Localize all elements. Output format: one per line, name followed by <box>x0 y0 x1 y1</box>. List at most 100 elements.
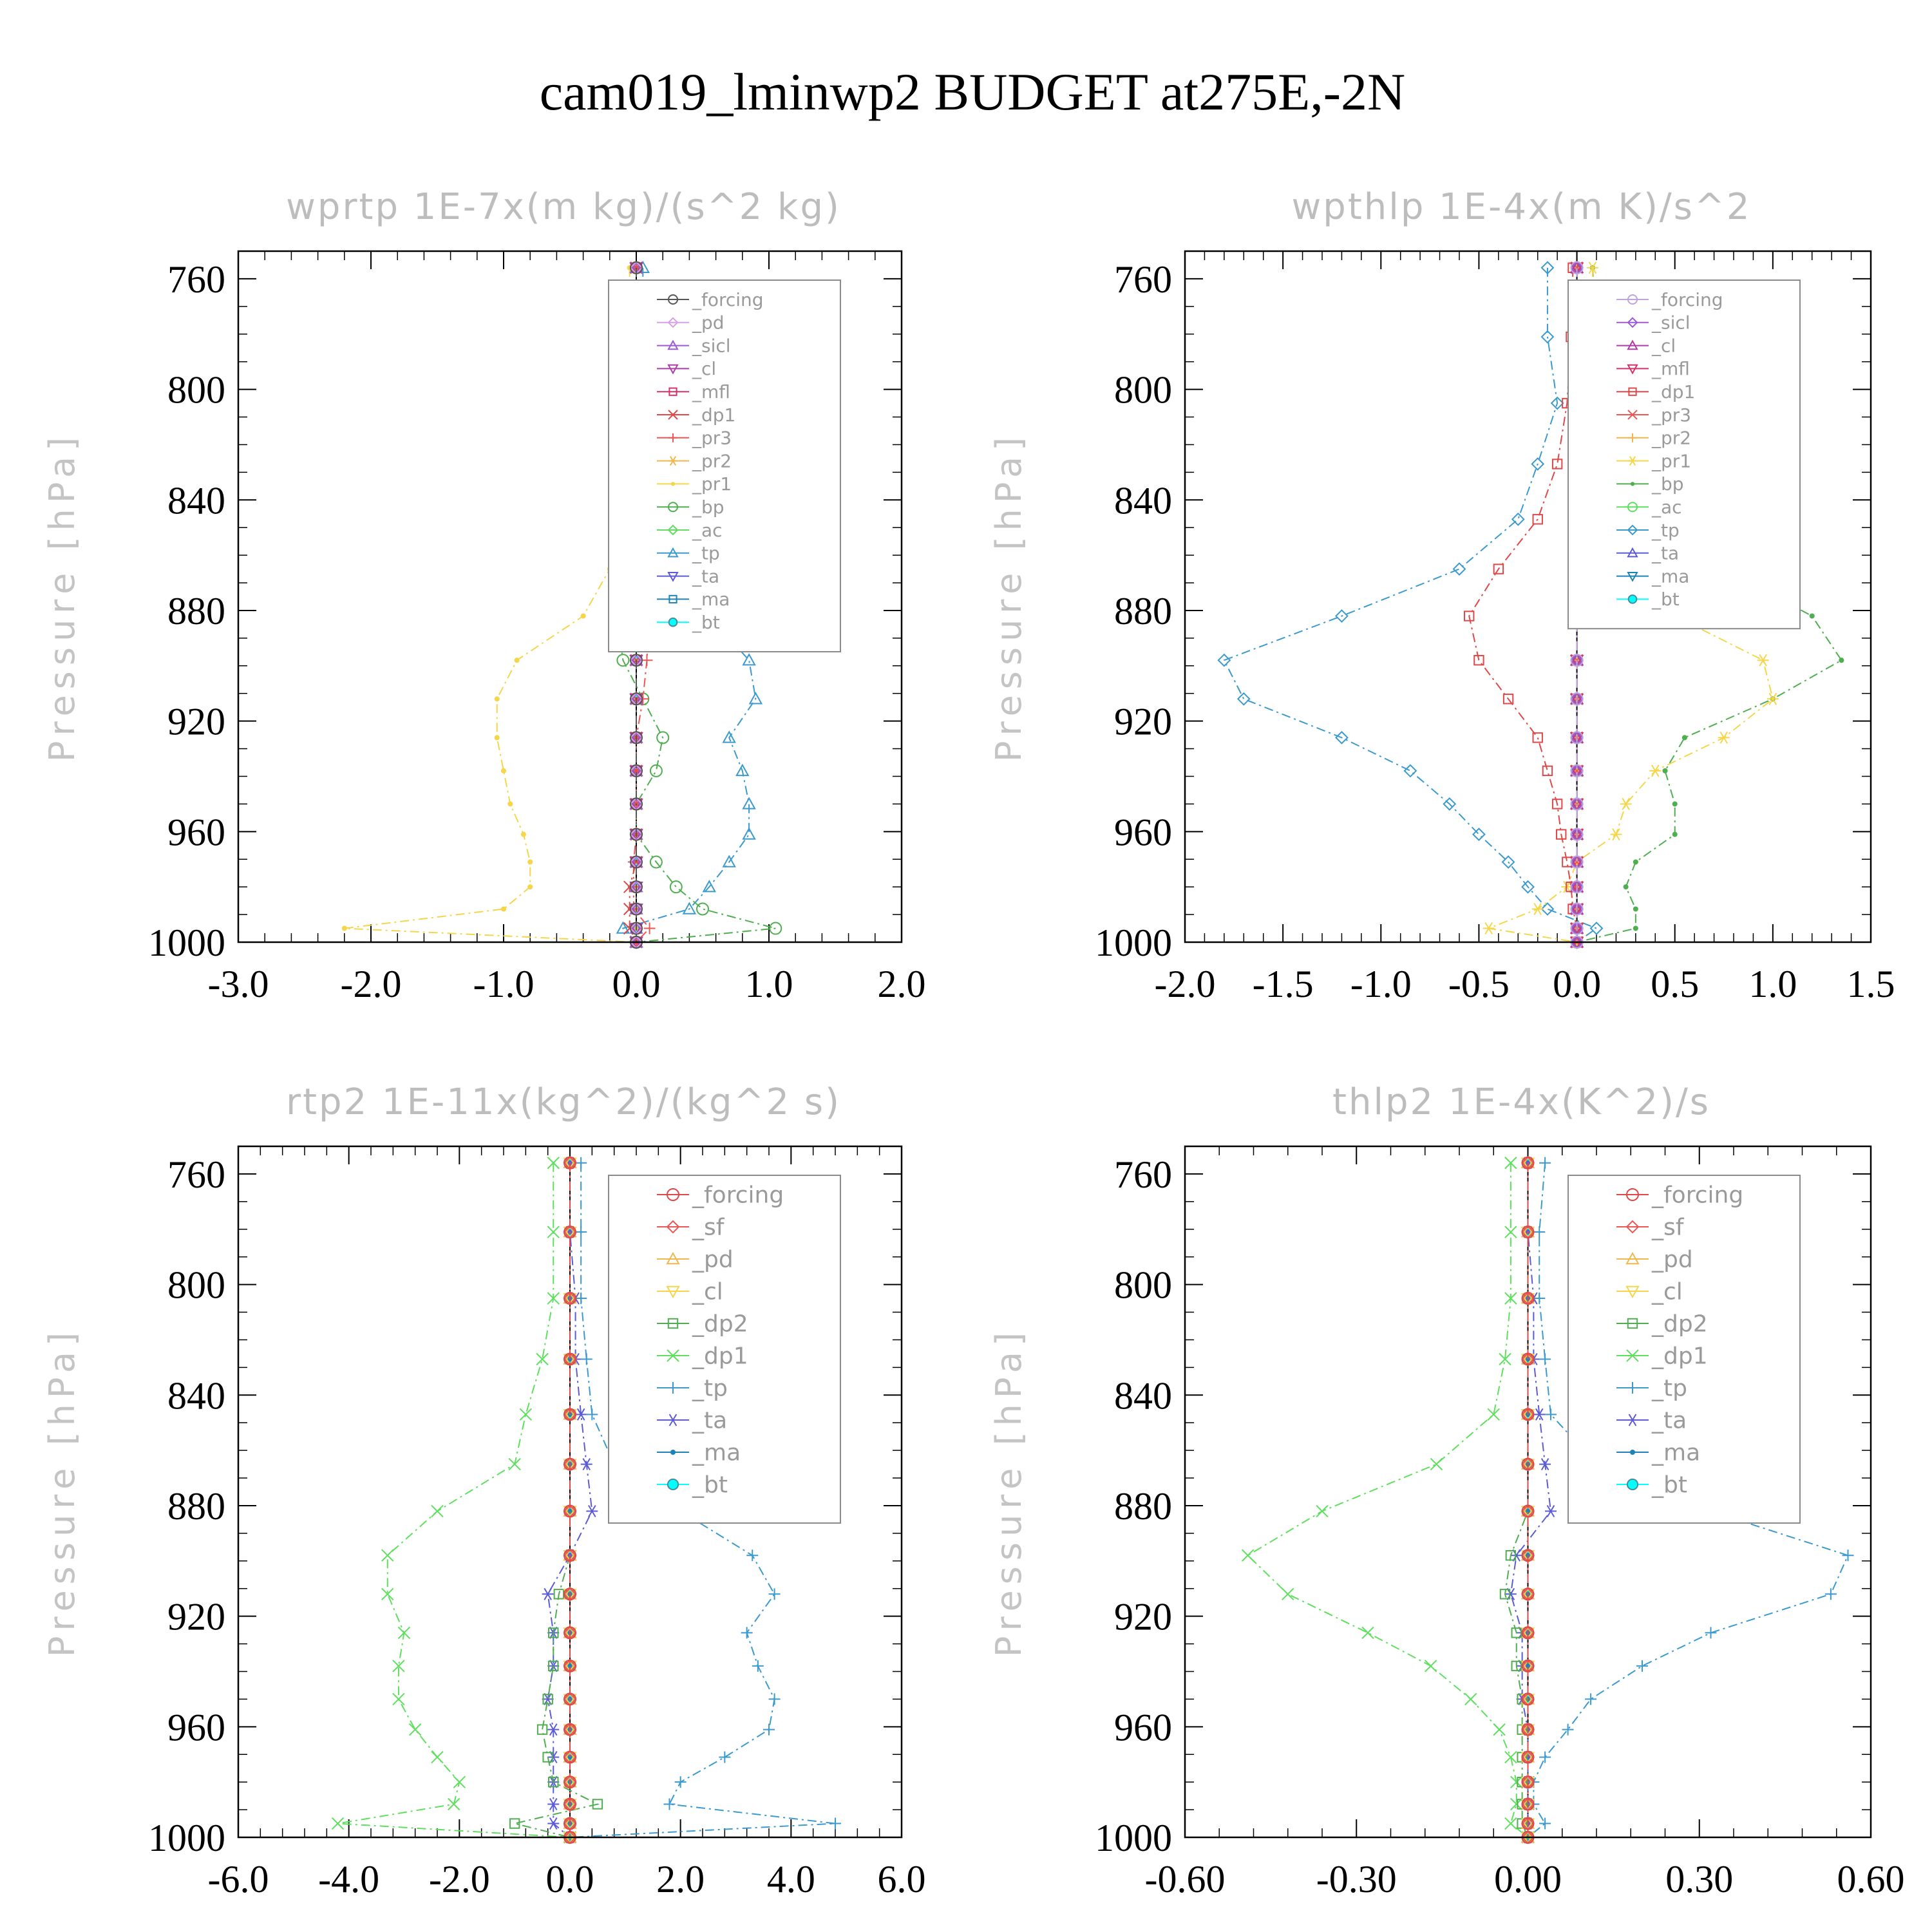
data-point <box>1511 1660 1522 1672</box>
y-tick-label: 960 <box>167 811 225 853</box>
data-point <box>1521 1817 1535 1830</box>
data-point <box>1335 609 1349 623</box>
y-tick-label: 840 <box>167 1374 225 1417</box>
data-point <box>1504 1817 1517 1830</box>
x-tick-label: 1.5 <box>1847 963 1895 1005</box>
data-point <box>408 1723 422 1736</box>
data-point <box>563 1504 577 1517</box>
data-point <box>649 855 663 869</box>
data-point <box>1504 1226 1517 1238</box>
legend-label: _pd <box>692 312 724 334</box>
data-point <box>1539 1458 1551 1471</box>
data-point <box>1610 828 1622 841</box>
legend-label: _dp1 <box>692 404 735 426</box>
data-point <box>397 1626 411 1640</box>
data-point <box>1545 1408 1557 1421</box>
series-dp1 <box>331 1157 576 1844</box>
data-point <box>1540 902 1555 916</box>
data-point <box>1636 1660 1648 1672</box>
data-point <box>1809 613 1815 619</box>
legend-entry: _pr1 <box>657 473 732 495</box>
y-tick-label: 800 <box>1114 369 1172 412</box>
data-point <box>1649 764 1662 777</box>
panel-3: rtp2 1E-11x(kg^2)/(kg^2 s) Pressure [hPa]… <box>42 1081 926 1900</box>
data-point <box>1501 855 1515 869</box>
data-point <box>1533 1226 1546 1238</box>
data-point <box>1757 654 1769 667</box>
data-point <box>1570 902 1584 916</box>
data-point <box>746 1549 759 1562</box>
data-point <box>1452 562 1466 576</box>
legend-label: _ta <box>1651 543 1679 564</box>
legend-label: _mfl <box>1651 358 1690 379</box>
data-point <box>1533 1293 1546 1305</box>
data-point <box>1570 764 1584 777</box>
data-point <box>1672 831 1678 837</box>
legend-label: _dp1 <box>692 1343 748 1370</box>
data-point <box>509 1818 520 1829</box>
data-point <box>575 1408 587 1421</box>
data-point <box>1839 658 1844 663</box>
data-point <box>563 1797 577 1810</box>
x-tick-label: 0.0 <box>612 963 661 1005</box>
data-point <box>1551 459 1563 469</box>
data-point <box>564 1797 576 1811</box>
data-point <box>629 827 643 840</box>
data-point <box>1521 1750 1535 1764</box>
legend-label: _tp <box>692 1376 728 1402</box>
data-point <box>1520 1692 1535 1705</box>
data-point <box>500 768 507 773</box>
legend: _forcing_pd_sicl_cl_mfl_dp1_pr3_pr2_pr1_… <box>608 279 841 652</box>
data-point <box>381 1587 394 1601</box>
data-point <box>1493 1723 1506 1736</box>
x-tick-label: -0.60 <box>1145 1858 1226 1900</box>
legend-label: _cl <box>1651 1279 1683 1305</box>
x-tick-label: -1.0 <box>473 963 535 1005</box>
x-tick-label: -3.0 <box>208 963 269 1005</box>
data-point <box>563 1692 577 1705</box>
data-point <box>1472 828 1486 842</box>
data-point <box>768 1693 781 1705</box>
data-point <box>575 1226 587 1238</box>
x-tick-label: -2.0 <box>1155 963 1216 1005</box>
x-tick-label: -2.0 <box>341 963 402 1005</box>
data-point <box>1510 1776 1523 1788</box>
legend-entry: _mfl <box>1616 358 1690 379</box>
data-point <box>669 880 683 894</box>
legend-label: _cl <box>692 1279 723 1305</box>
legend-entry: _tp <box>1616 1376 1687 1402</box>
series-dp1 <box>1464 262 1582 948</box>
y-axis-label: Pressure [hPa] <box>42 431 82 762</box>
legend-label: _dp2 <box>1651 1311 1708 1338</box>
x-tick-label: 0.5 <box>1651 963 1699 1005</box>
legend-label: _tp <box>1651 520 1680 541</box>
legend-label: _bp <box>1651 473 1684 495</box>
data-point <box>1236 692 1251 706</box>
data-point <box>1570 922 1584 935</box>
data-point <box>641 654 653 667</box>
data-point <box>547 1797 560 1811</box>
series-line <box>547 1162 593 1838</box>
data-point <box>548 1627 559 1638</box>
data-point <box>567 1754 573 1760</box>
x-ticks: -2.0 -1.5 -1.0 -0.5 0.0 0.5 1.0 1.5 <box>1155 251 1895 1005</box>
data-point <box>1521 1292 1535 1305</box>
data-point <box>1499 1589 1511 1600</box>
legend-label: _ma <box>692 1440 741 1466</box>
data-point <box>341 925 347 931</box>
data-point <box>514 658 520 663</box>
legend-entry: _pr1 <box>1616 450 1691 471</box>
legend-label: _forcing <box>1651 1182 1743 1209</box>
legend-entry: _tp <box>657 543 720 564</box>
data-point <box>1533 1408 1546 1421</box>
legend-entry: _ac <box>1616 497 1682 518</box>
x-tick-label: 0.30 <box>1665 1858 1733 1900</box>
data-point <box>1424 1660 1437 1672</box>
data-point <box>1487 1408 1500 1421</box>
data-point <box>527 859 533 865</box>
legend-label: _ac <box>692 520 723 541</box>
y-tick-label: 920 <box>1114 1596 1172 1638</box>
legend-label: _bt <box>692 612 720 633</box>
legend-label: _pr2 <box>1651 428 1691 449</box>
data-point <box>564 1408 576 1421</box>
